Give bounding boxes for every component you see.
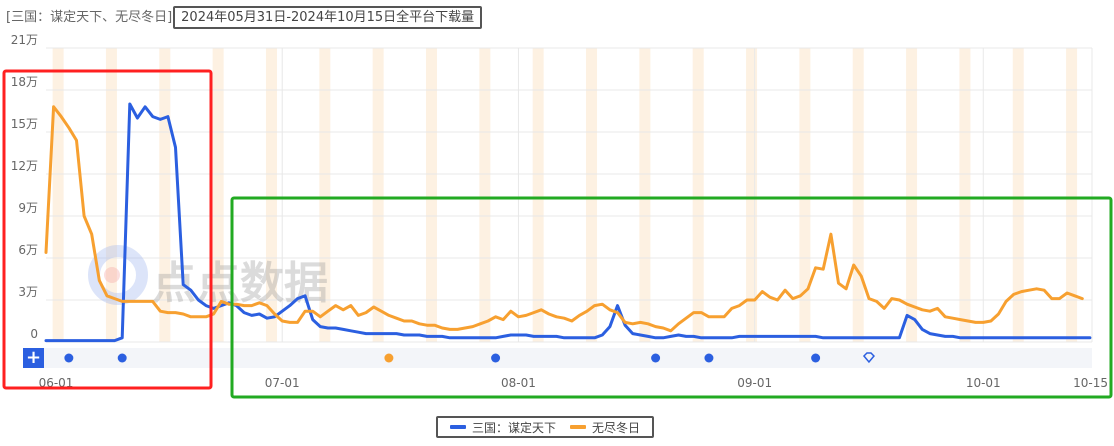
weekend-band [265,48,277,342]
weekend-band [479,48,491,342]
weekend-band [692,48,704,342]
x-axis-label: 09-01 [737,376,772,390]
legend-swatch-orange [570,425,586,429]
event-marker-dot-icon[interactable] [64,353,74,363]
weekend-band [159,48,171,342]
y-axis-label: 9万 [18,201,38,215]
event-marker-diamond-icon[interactable] [862,352,875,364]
weekend-band [1012,48,1024,342]
weekend-band [852,48,864,342]
event-marker-dot-icon[interactable] [117,353,127,363]
chart-title: [三国：谋定天下、无尽冬日] 2024年05月31日-2024年10月15日全平台… [6,6,483,29]
x-axis-label: 08-01 [501,376,536,390]
event-marker-dot-icon[interactable] [491,353,501,363]
event-strip [44,348,1092,368]
chart-title-date-range: 2024年05月31日-2024年10月15日全平台下载量 [173,6,483,29]
event-marker-dot-icon[interactable] [704,353,714,363]
y-axis-label: 15万 [11,117,38,131]
annotation-green-box [230,196,1113,399]
weekend-band [586,48,598,342]
weekend-band [906,48,918,342]
x-axis-label: 10-01 [966,376,1001,390]
legend-swatch-blue [449,425,466,429]
y-axis-label: 6万 [18,243,38,257]
annotation-red-box [2,69,213,390]
weekend-band [639,48,651,342]
y-axis-label: 0 [30,327,38,341]
weekend-band [319,48,331,342]
weekend-band [746,48,758,342]
weekend-band [212,48,224,342]
series-line-whiteout [44,105,1084,333]
chart-legend: 三国：谋定天下 无尽冬日 [436,416,654,438]
legend-item-sanguo[interactable]: 三国：谋定天下 [449,419,556,436]
legend-label-whiteout: 无尽冬日 [592,420,641,435]
weekend-band [959,48,971,342]
y-axis-label: 3万 [18,285,38,299]
weekend-band [1066,48,1078,342]
event-marker-dot-icon[interactable] [811,353,821,363]
weekend-band [372,48,384,342]
weekend-band [532,48,544,342]
y-axis-label: 21万 [11,33,38,47]
x-axis-label: 07-01 [265,376,300,390]
chart-title-prefix: [三国：谋定天下、无尽冬日] [6,10,173,25]
legend-label-sanguo: 三国：谋定天下 [471,420,556,435]
weekend-band [52,48,64,342]
y-axis-label: 18万 [11,75,38,89]
event-marker-dot-icon[interactable] [651,353,661,363]
weekend-band [426,48,437,342]
watermark-text: 点点数据 [152,258,328,309]
event-marker-dot-icon[interactable] [384,353,394,363]
x-axis-label: 10-15 [1073,376,1108,390]
weekend-band [105,48,117,342]
weekend-band [799,48,811,342]
legend-item-whiteout[interactable]: 无尽冬日 [570,419,640,436]
add-event-button[interactable]: + [23,348,44,368]
y-axis-label: 12万 [11,159,38,173]
